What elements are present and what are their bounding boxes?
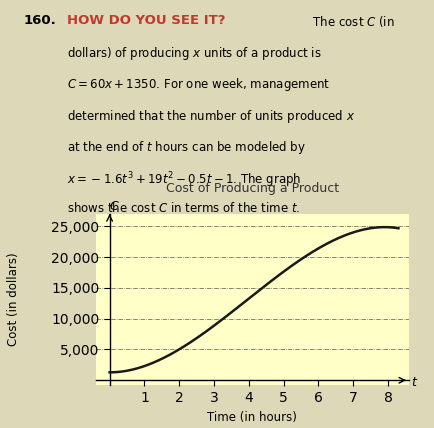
Text: dollars) of producing $x$ units of a product is: dollars) of producing $x$ units of a pro… (67, 45, 322, 62)
Text: 160.: 160. (24, 14, 56, 27)
Text: at the end of $t$ hours can be modeled by: at the end of $t$ hours can be modeled b… (67, 139, 306, 156)
Text: The cost $C$ (in: The cost $C$ (in (308, 14, 394, 29)
Text: $x = -1.6t^3 + 19t^2 - 0.5t - 1$. The graph: $x = -1.6t^3 + 19t^2 - 0.5t - 1$. The gr… (67, 170, 301, 190)
Text: Cost (in dollars): Cost (in dollars) (7, 253, 20, 346)
Text: determined that the number of units produced $x$: determined that the number of units prod… (67, 107, 355, 125)
Text: Cost of Producing a Product: Cost of Producing a Product (165, 182, 338, 195)
Text: Time (in hours): Time (in hours) (207, 411, 296, 424)
Text: $C$: $C$ (109, 200, 120, 213)
Text: shows the cost $C$ in terms of the time $t$.: shows the cost $C$ in terms of the time … (67, 201, 300, 215)
Text: HOW DO YOU SEE IT?: HOW DO YOU SEE IT? (67, 14, 225, 27)
Text: $t$: $t$ (410, 376, 417, 389)
Text: $C = 60x + 1350$. For one week, management: $C = 60x + 1350$. For one week, manageme… (67, 77, 330, 93)
